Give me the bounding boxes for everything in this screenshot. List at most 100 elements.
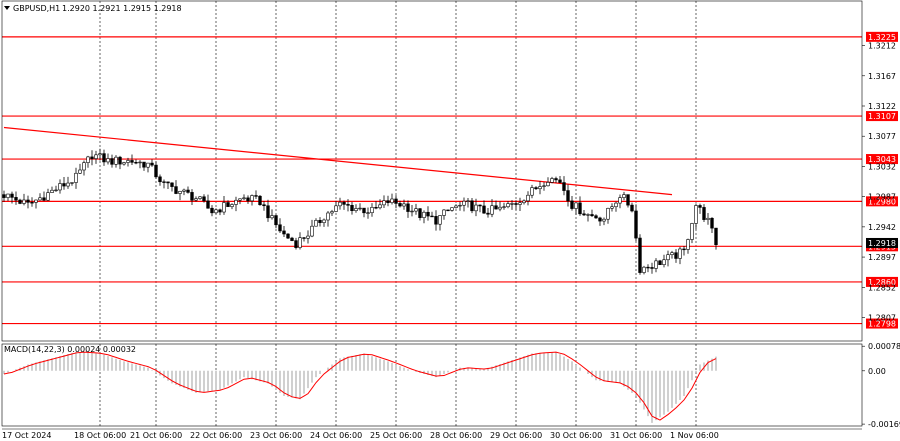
candle-body xyxy=(510,203,514,205)
candle-body xyxy=(270,215,274,219)
candle-body xyxy=(642,266,646,273)
level-price-label: 1.3107 xyxy=(868,112,896,121)
candle-body xyxy=(126,160,130,163)
candle-body xyxy=(554,178,558,181)
candle-body xyxy=(122,162,126,165)
candle-body xyxy=(394,198,398,204)
candle-body xyxy=(50,189,54,193)
candle-body xyxy=(386,200,390,203)
chart-header: GBPUSD,H1 1.2920 1.2921 1.2915 1.2918 xyxy=(4,4,182,13)
candle-body xyxy=(150,162,154,166)
dropdown-triangle-icon[interactable] xyxy=(4,6,10,10)
candle-body xyxy=(546,182,550,187)
candle-body xyxy=(338,201,342,207)
time-tick-label: 18 Oct 06:00 xyxy=(74,431,126,440)
candle-body xyxy=(174,186,178,194)
candlestick-series xyxy=(2,148,718,275)
candle-body xyxy=(206,200,210,209)
candle-body xyxy=(534,187,538,190)
price-tick-label: 1.3167 xyxy=(868,72,896,81)
candle-body xyxy=(378,204,382,209)
candle-body xyxy=(286,233,290,239)
candle-body xyxy=(694,205,698,224)
candle-body xyxy=(58,183,62,191)
time-tick-label: 22 Oct 06:00 xyxy=(190,431,242,440)
candle-body xyxy=(70,182,74,184)
candle-body xyxy=(450,207,454,211)
candle-body xyxy=(334,205,338,212)
candle-body xyxy=(282,230,286,235)
candle-body xyxy=(234,199,238,205)
candle-body xyxy=(686,239,690,250)
candle-body xyxy=(34,199,38,203)
candle-body xyxy=(518,202,522,205)
candle-body xyxy=(134,162,138,164)
candle-body xyxy=(634,210,638,239)
horizontal-levels[interactable]: 1.32251.31071.30431.29801.29131.28601.27… xyxy=(2,31,898,329)
candle-body xyxy=(514,203,518,205)
candle-body xyxy=(526,194,530,202)
symbol-label: GBPUSD,H1 xyxy=(13,4,60,13)
candle-body xyxy=(446,209,450,212)
candle-body xyxy=(250,195,254,202)
candle-body xyxy=(570,200,574,209)
candle-body xyxy=(66,182,70,187)
candle-body xyxy=(106,158,110,163)
candle-body xyxy=(558,179,562,183)
candle-body xyxy=(522,200,526,204)
candle-body xyxy=(330,211,334,214)
main-panel-frame xyxy=(1,0,863,342)
candle-body xyxy=(414,208,418,212)
candle-body xyxy=(94,154,98,159)
candle-body xyxy=(498,206,502,210)
candle-body xyxy=(10,193,14,198)
candle-body xyxy=(202,196,206,202)
candle-body xyxy=(142,161,146,168)
time-tick-label: 29 Oct 06:00 xyxy=(490,431,542,440)
candle-body xyxy=(198,196,202,199)
macd-label: MACD(14,22,3) 0.00024 0.00032 xyxy=(4,345,136,354)
candle-body xyxy=(494,205,498,210)
candle-body xyxy=(610,206,614,209)
candle-body xyxy=(82,162,86,171)
candle-body xyxy=(38,197,42,201)
candle-body xyxy=(366,212,370,214)
candle-body xyxy=(110,158,114,165)
price-tick-label: 1.2897 xyxy=(868,253,896,262)
trend-line xyxy=(3,126,673,196)
price-tick-label: 1.3032 xyxy=(868,162,896,171)
candle-body xyxy=(86,156,90,163)
candle-body xyxy=(242,197,246,200)
candle-body xyxy=(690,223,694,240)
candle-body xyxy=(646,266,650,269)
candle-body xyxy=(650,267,654,269)
candle-body xyxy=(470,200,474,212)
candle-body xyxy=(630,204,634,212)
candle-body xyxy=(274,215,278,226)
candle-body xyxy=(478,204,482,207)
level-price-tag xyxy=(866,276,898,287)
level-price-label: 1.2980 xyxy=(868,197,896,206)
candle-body xyxy=(310,225,314,237)
trend-line-group[interactable] xyxy=(3,126,673,196)
candle-body xyxy=(370,207,374,214)
candle-body xyxy=(562,182,566,191)
level-price-label: 1.2798 xyxy=(868,320,896,329)
candle-body xyxy=(506,203,510,208)
candle-body xyxy=(162,181,166,183)
macd-panel-frame xyxy=(1,343,863,427)
time-tick-label: 17 Oct 2024 xyxy=(2,431,51,440)
candle-body xyxy=(258,195,262,206)
candle-body xyxy=(706,217,710,220)
candle-body xyxy=(54,189,58,192)
macd-tick-label: 0.00 xyxy=(868,367,886,376)
time-tick-label: 1 Nov 06:00 xyxy=(670,431,719,440)
price-tick-label: 1.2807 xyxy=(868,314,896,323)
candle-body xyxy=(422,211,426,218)
candle-body xyxy=(550,178,554,183)
time-tick-label: 31 Oct 06:00 xyxy=(610,431,662,440)
price-tick-label: 1.3212 xyxy=(868,42,896,51)
candle-body xyxy=(30,202,34,204)
